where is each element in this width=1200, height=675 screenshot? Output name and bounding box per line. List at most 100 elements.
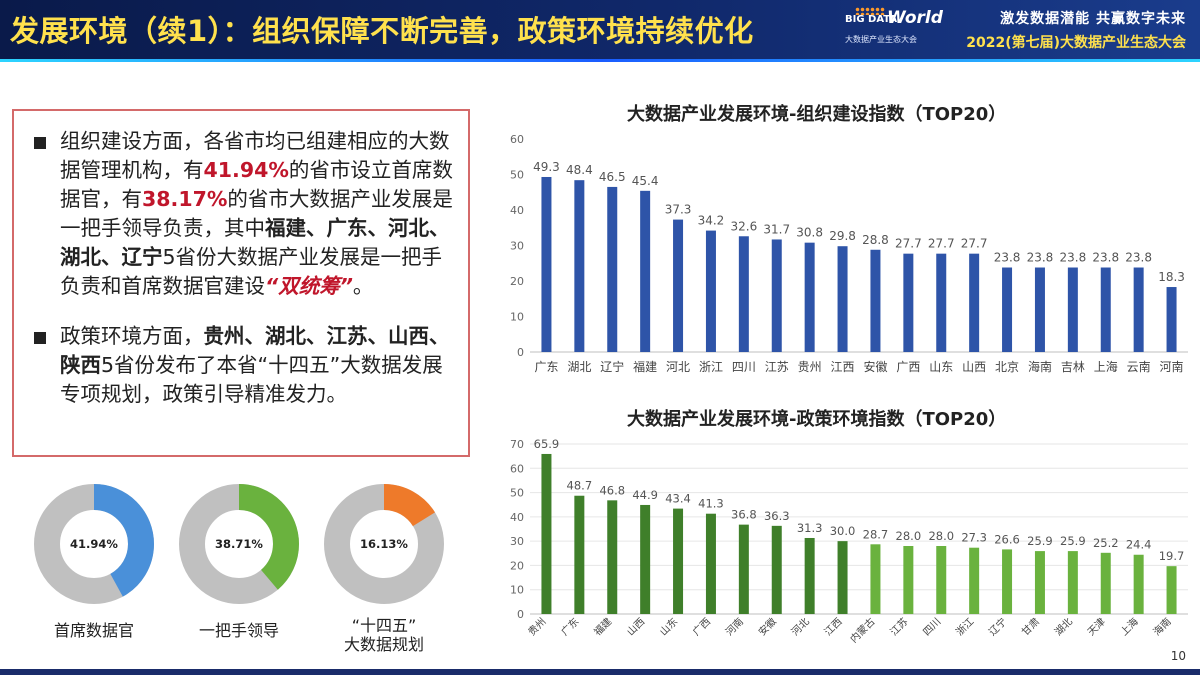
chart1-value-label-北京: 23.8 (994, 251, 1021, 265)
chart2-value-label-安徽: 36.3 (764, 509, 790, 523)
chart1-bar-安徽 (870, 249, 881, 352)
chart2-category-江西: 江西 (822, 616, 845, 639)
chart2-value-label-四川: 28.0 (928, 529, 954, 543)
donut-plan-segment (324, 484, 444, 604)
chart2-bar-四川 (936, 546, 947, 614)
chart2-bar-河北 (804, 537, 815, 614)
chart1-bar-云南 (1133, 267, 1144, 352)
chart2-category-甘肃: 甘肃 (1019, 615, 1042, 638)
slogan-line-1: 激发数据潜能 共赢数字未来 (1000, 11, 1186, 27)
bottom-bar (0, 669, 1200, 675)
chart2-bar-山西 (640, 504, 651, 614)
chart1-category-广西: 广西 (896, 360, 920, 374)
bullet2-provinces: 贵州、湖北、江苏、山西、陕西 (60, 324, 450, 377)
chart1-category-河北: 河北 (666, 360, 690, 374)
summary-textbox: 组织建设方面，各省市均已组建相应的大数据管理机构，有41.94%的省市设立首席数… (12, 109, 470, 457)
chart1-value-label-安徽: 28.8 (862, 233, 889, 247)
chart2-bar-江西 (837, 541, 848, 614)
donut-cdo-ring (34, 484, 154, 604)
donut-cdo: 41.94% (30, 480, 158, 608)
chart2-bar-贵州 (541, 453, 552, 614)
bigdata-world-logo: BIG DATA World 大数据产业生态大会 (845, 7, 955, 54)
chart2-category-内蒙古: 内蒙古 (847, 615, 877, 645)
chart1-category-广东: 广东 (534, 360, 558, 374)
chart1-bar-湖北 (574, 180, 585, 352)
chart2-category-湖北: 湖北 (1052, 616, 1075, 639)
donut-leader-percent: 38.71% (215, 537, 263, 551)
chart2-category-广西: 广西 (690, 616, 713, 639)
donut-cdo-percent: 41.94% (70, 537, 118, 551)
bullet-policy: 政策环境方面，贵州、湖北、江苏、山西、陕西5省份发布了本省“十四五”大数据发展专… (26, 322, 454, 409)
chart1-value-label-江西: 29.8 (829, 229, 856, 243)
chart2-ytick-30: 30 (510, 535, 524, 548)
chart2-ytick-70: 70 (510, 438, 524, 451)
chart1-bar-四川 (738, 236, 749, 352)
logo-world: World (887, 8, 943, 28)
bullet-organization: 组织建设方面，各省市均已组建相应的大数据管理机构，有41.94%的省市设立首席数… (26, 127, 454, 301)
donut-plan-label-2: 大数据规划 (343, 635, 424, 654)
donut-cdo-segment (34, 484, 154, 604)
chart1-value-label-江苏: 31.7 (763, 222, 790, 236)
chart1-ytick-10: 10 (510, 311, 524, 324)
chart2-value-label-江西: 30.0 (830, 524, 856, 538)
chart1-value-label-山西: 27.7 (961, 237, 988, 251)
bullet1-quote: “双统筹” (265, 274, 353, 298)
chart1-bar-山东 (936, 253, 947, 352)
chart2-bar-江苏 (903, 546, 914, 614)
chart2-category-山西: 山西 (625, 616, 648, 639)
chart2-value-label-福建: 46.8 (599, 483, 625, 497)
chart2-bar-安徽 (771, 525, 782, 614)
chart1-category-北京: 北京 (995, 360, 1019, 374)
chart1-category-上海: 上海 (1094, 359, 1118, 374)
donut-leader-label: 一把手领导 (154, 621, 324, 640)
chart1-value-label-广西: 27.7 (895, 237, 922, 251)
chart1-value-label-浙江: 34.2 (698, 214, 725, 228)
bullet-square-icon (34, 137, 46, 149)
chart2-bar-海南 (1166, 566, 1177, 614)
chart2-value-label-海南: 19.7 (1159, 549, 1185, 563)
chart1-category-浙江: 浙江 (699, 360, 723, 374)
chart2-value-label-上海: 24.4 (1126, 538, 1152, 552)
chart1-bar-河南 (1166, 287, 1177, 352)
chart1-value-label-贵州: 30.8 (796, 226, 823, 240)
chart2-category-上海: 上海 (1117, 615, 1140, 638)
chart2-ytick-40: 40 (510, 511, 524, 524)
chart2-category-海南: 海南 (1150, 615, 1173, 638)
donut-plan-label: “十四五” 大数据规划 (299, 616, 469, 654)
chart1-category-贵州: 贵州 (798, 360, 822, 374)
bullet1-provinces: 福建、广东、河北、湖北、辽宁 (60, 216, 450, 269)
chart1-category-山西: 山西 (962, 360, 986, 374)
chart2-bar-广西 (705, 513, 716, 614)
chart1-bar-江西 (837, 246, 848, 352)
chart1-value-label-海南: 23.8 (1027, 251, 1054, 265)
page-title: 发展环境（续1）：组织保障不断完善，政策环境持续优化 (10, 14, 754, 48)
chart2-bar-山东 (673, 508, 684, 614)
chart1-bar-贵州 (804, 242, 815, 352)
chart2-ytick-0: 0 (517, 608, 524, 621)
chart1-ytick-30: 30 (510, 240, 524, 253)
chart2-value-label-广西: 41.3 (698, 497, 724, 511)
chart1-category-云南: 云南 (1127, 359, 1151, 374)
bullet1-text-4: 5省份大数据产业发展是一把手负责和首席数据官建设 (60, 245, 443, 298)
chart2-title: 大数据产业发展环境-政策环境指数（TOP20） (627, 409, 1007, 430)
donut-plan: 16.13% (320, 480, 448, 608)
chart2-bar-广东 (574, 495, 585, 614)
chart2-bar-天津 (1100, 552, 1111, 614)
slogan-line-2: 2022(第七届)大数据产业生态大会 (966, 35, 1186, 51)
chart2-value-label-山西: 44.9 (632, 488, 658, 502)
chart2-category-天津: 天津 (1085, 616, 1108, 639)
chart1-category-福建: 福建 (633, 359, 657, 374)
chart2-bar-福建 (607, 500, 618, 614)
chart2-ytick-60: 60 (510, 462, 524, 475)
chart1-bar-海南 (1034, 267, 1045, 352)
bullet2-text-1: 政策环境方面， (60, 324, 204, 348)
chart1-org-index: 0 10 20 30 40 50 60 49.3 广东 48.4 湖北 46.5 辽宁 45.4 福建 37.… (510, 133, 1188, 374)
chart1-bar-河北 (673, 219, 684, 352)
chart2-category-四川: 四川 (921, 616, 943, 638)
chart1-value-label-广东: 49.3 (533, 160, 560, 174)
chart2-category-辽宁: 辽宁 (986, 615, 1009, 638)
chart2-bar-上海 (1133, 554, 1144, 614)
chart1-bar-江苏 (771, 239, 782, 352)
chart2-value-label-甘肃: 25.9 (1027, 534, 1053, 548)
